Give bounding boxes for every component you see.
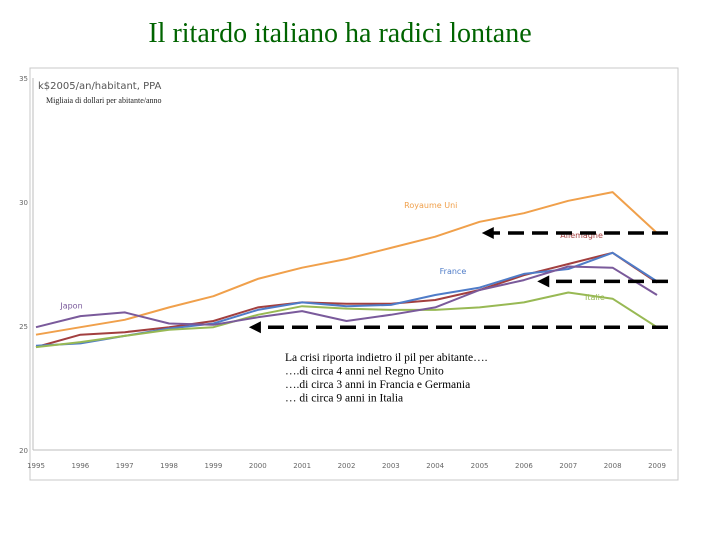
x-tick-label: 2005 — [471, 462, 489, 470]
x-tick-label: 1995 — [27, 462, 45, 470]
arrow-head — [248, 321, 261, 334]
x-tick-label: 1999 — [205, 462, 223, 470]
series-label: France — [440, 267, 467, 276]
series-line-allemagne — [35, 251, 658, 349]
x-tick-label: 2007 — [559, 462, 577, 470]
x-tick-label: 2000 — [249, 462, 267, 470]
x-tick-label: 2004 — [426, 462, 444, 470]
unit-label: k$2005/an/habitant, PPA — [38, 81, 161, 92]
x-tick-label: 2006 — [515, 462, 533, 470]
series-label: Allemagne — [560, 231, 603, 240]
series-label: Japon — [59, 302, 82, 311]
chart-subtitle: Migliaia di dollari per abitante/anno — [46, 96, 162, 105]
x-tick-label: 2003 — [382, 462, 400, 470]
annotation-line: ….di circa 3 anni in Francia e Germania — [285, 379, 470, 391]
y-tick-label: 20 — [19, 447, 28, 455]
annotation-line: La crisi riporta indietro il pil per abi… — [285, 352, 488, 364]
x-tick-label: 2002 — [338, 462, 356, 470]
y-tick-label: 35 — [19, 75, 28, 83]
x-tick-label: 2001 — [293, 462, 311, 470]
y-tick-label: 30 — [19, 199, 28, 207]
x-tick-label: 2008 — [604, 462, 622, 470]
arrow-head — [481, 227, 494, 239]
x-tick-label: 1997 — [116, 462, 134, 470]
series-line-japon — [35, 265, 658, 329]
y-tick-label: 25 — [19, 323, 28, 331]
annotation-line: … di circa 9 anni in Italia — [285, 393, 403, 405]
x-tick-label: 1998 — [160, 462, 178, 470]
arrow-head — [537, 275, 550, 288]
series-label: Italie — [585, 293, 605, 302]
series-label: Royaume Uni — [404, 201, 457, 210]
plot-frame — [29, 67, 679, 481]
series-line-italie — [35, 291, 658, 349]
x-tick-label: 2009 — [648, 462, 666, 470]
x-tick-label: 1996 — [71, 462, 89, 470]
annotation-line: ….di circa 4 anni nel Regno Unito — [285, 366, 444, 378]
slide-title: Il ritardo italiano ha radici lontane — [148, 18, 532, 49]
